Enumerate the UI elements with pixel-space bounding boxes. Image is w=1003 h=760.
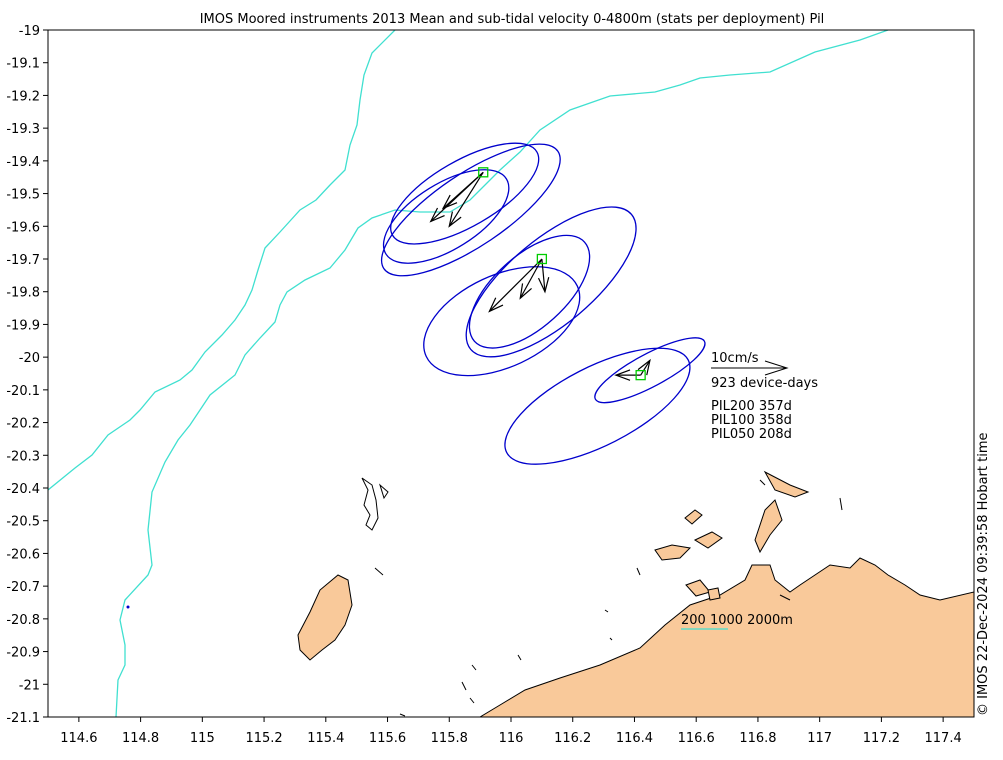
velocity-arrow [519,258,543,299]
deployment-label: PIL050 208d [711,427,792,442]
scale-vector-sublabel: 923 device-days [711,376,818,391]
x-tick-label: 115.8 [431,731,468,746]
mooring-marker [635,369,646,381]
x-tick-label: 114.8 [122,731,159,746]
x-tick-label: 117.2 [863,731,900,746]
mooring-layer [478,167,646,381]
x-tick-label: 115.6 [369,731,406,746]
y-tick-label: -21.1 [6,711,40,726]
x-axis: 114.6 114.8 115 115.2 115.4 115.6 115.8 116 116.… [60,717,962,746]
chart-title: IMOS Moored instruments 2013 Mean and su… [200,12,825,27]
x-tick-label: 116.4 [616,731,653,746]
y-tick-label: -20.8 [6,613,40,628]
x-tick-label: 117 [807,731,832,746]
variance-ellipse [594,337,706,404]
x-tick-label: 117.4 [925,731,962,746]
y-tick-label: -20.7 [6,580,40,595]
y-tick-label: -20.3 [6,449,40,464]
scale-vector-label: 10cm/s [711,351,759,366]
y-tick-label: -19.5 [6,188,40,203]
isobath-200m [48,30,396,491]
x-tick-label: 114.6 [60,731,97,746]
variance-ellipse [423,266,581,377]
small-island-f [707,587,721,601]
variance-ellipse [390,142,540,245]
velocity-arrowhead [519,283,532,300]
isobath-1000m [115,30,889,717]
y-tick-label: -20.5 [6,515,40,530]
y-tick-label: -19.2 [6,89,40,104]
variance-ellipse [504,347,691,465]
y-axis: -19 -19.1 -19.2 -19.3 -19.4 -19.5 -19.6 -19.7 -1… [6,24,48,726]
scale-legend: 10cm/s 923 device-days [711,351,818,391]
velocity-arrowhead [488,297,504,313]
small-island-d [684,509,703,525]
y-tick-label: -19.3 [6,122,40,137]
arrow-layer [429,171,651,381]
x-tick-label: 116.8 [739,731,776,746]
velocity-arrow [448,171,484,227]
velocity-arrowhead [448,211,462,228]
x-tick-label: 116.2 [554,731,591,746]
mooring-marker [536,253,548,265]
credit-text: © IMOS 22-Dec-2024 09:39:58 Hobart time [976,432,991,716]
velocity-arrow [640,360,651,376]
small-island-e [685,579,711,597]
ellipse-layer [380,142,706,465]
velocity-arrowhead [429,207,445,223]
peninsula-shape [754,499,783,554]
velocity-arrowhead [614,369,631,381]
velocity-arrowhead [441,194,458,210]
y-tick-label: -19.8 [6,286,40,301]
y-tick-label: -20.2 [6,417,40,432]
y-tick-label: -19 [19,24,40,39]
y-tick-label: -20.9 [6,646,40,661]
isobath-legend: 200 1000 2000m [681,613,793,630]
velocity-arrowhead [537,277,550,294]
montebello-islands [361,477,389,531]
y-tick-label: -19.1 [6,57,40,72]
small-island-b [654,544,692,561]
reef-marks [374,479,843,717]
deployment-label: PIL200 357d [711,399,792,414]
variance-ellipse [380,143,561,277]
small-island-c [693,531,723,549]
x-tick-label: 115.2 [245,731,282,746]
y-tick-label: -20.4 [6,482,40,497]
map-plot-area [48,30,974,717]
y-tick-label: -19.9 [6,318,40,333]
y-tick-label: -19.7 [6,253,40,268]
velocity-arrow [541,258,546,292]
velocity-arrowhead [637,358,651,376]
y-tick-label: -19.6 [6,220,40,235]
y-tick-label: -20.6 [6,547,40,562]
mooring-marker [478,167,489,178]
y-tick-label: -21 [19,678,40,693]
deployment-list: PIL200 357d PIL100 358d PIL050 208d [711,399,792,442]
mainland-coast [479,557,974,717]
x-tick-label: 116.6 [678,731,715,746]
small-island-a [763,470,810,498]
velocity-arrow [488,258,543,312]
velocity-arrow [442,171,484,209]
variance-ellipse [465,206,637,358]
marker-dot [126,605,130,609]
isobath-legend-label: 200 1000 2000m [681,613,793,628]
scale-vector-arrowhead [764,360,789,376]
x-tick-label: 116 [499,731,524,746]
variance-ellipse [382,169,510,264]
barrow-island [297,574,353,661]
x-tick-label: 115 [190,731,215,746]
y-tick-label: -20 [19,351,40,366]
y-tick-label: -20.1 [6,384,40,399]
variance-ellipse [468,234,591,349]
y-tick-label: -19.4 [6,155,40,170]
deployment-label: PIL100 358d [711,413,792,428]
x-tick-label: 115.4 [307,731,344,746]
